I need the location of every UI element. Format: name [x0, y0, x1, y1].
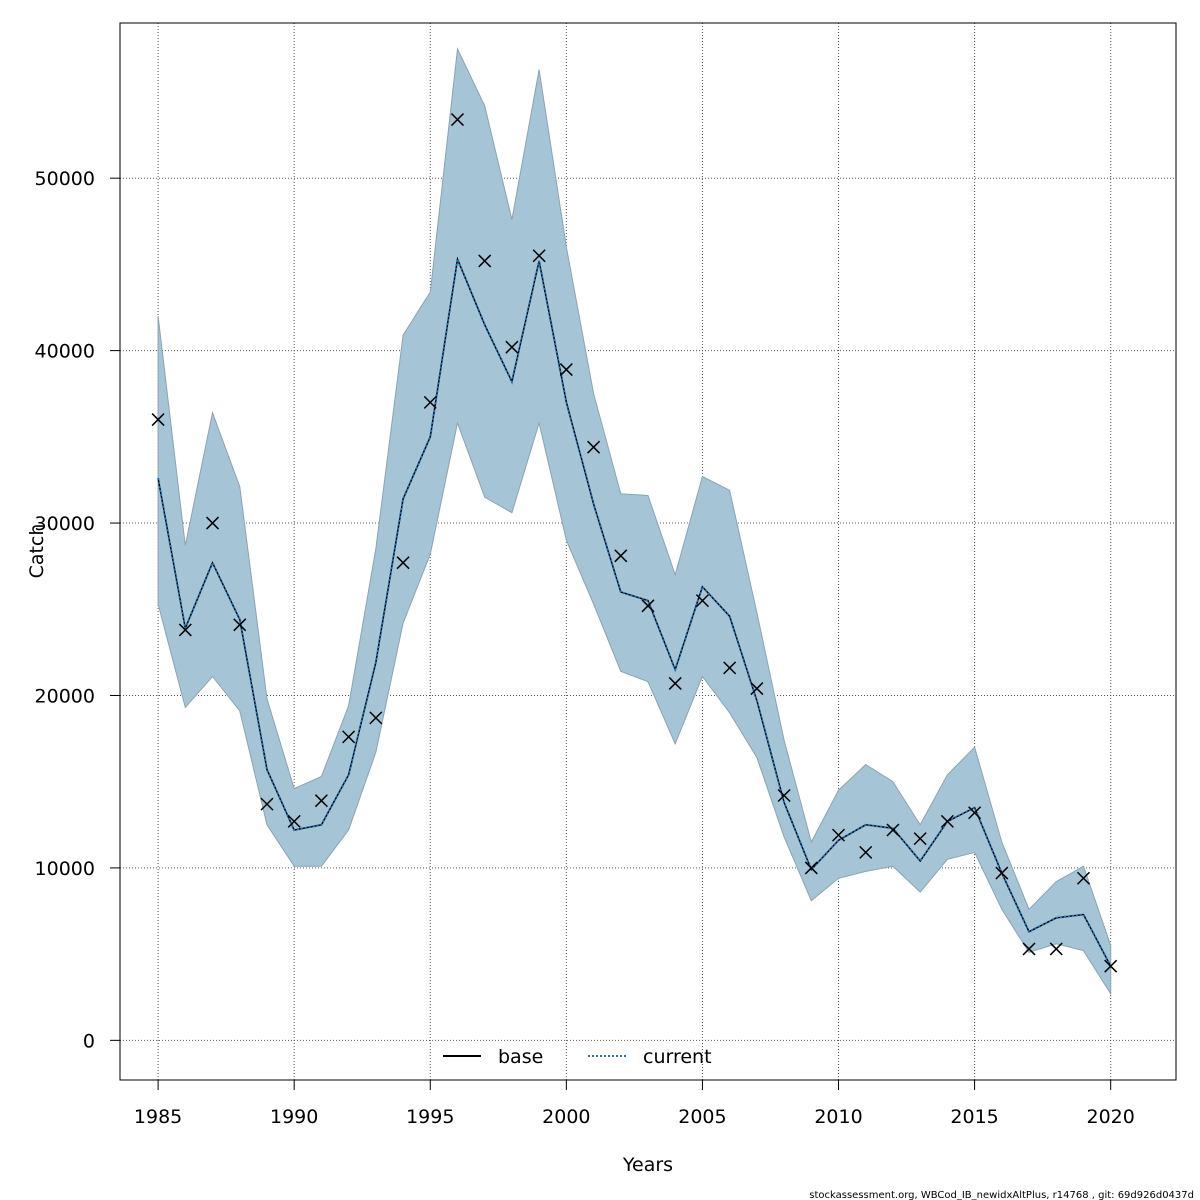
observed-point [1076, 871, 1090, 885]
observed-point [804, 861, 818, 875]
y-axis: 0 10000 20000 30000 40000 50000 [35, 168, 120, 1052]
observed-point [777, 788, 791, 803]
observed-point [178, 623, 192, 637]
observed-point [723, 661, 737, 675]
observed-point [1104, 959, 1118, 973]
x-tick-label: 2015 [950, 1106, 998, 1128]
band-area [157, 47, 1112, 996]
observed-point [559, 363, 573, 377]
x-tick-label: 2005 [678, 1106, 726, 1128]
observed-point [450, 113, 465, 127]
observed-point [587, 440, 601, 454]
observed-point [206, 516, 220, 530]
footer-caption: stockassessment.org, WBCod_IB_newidxAltP… [809, 1190, 1194, 1200]
observed-point [423, 395, 437, 409]
observed-point [1022, 942, 1036, 956]
observed-point [505, 340, 519, 354]
plot-frame [119, 22, 1177, 1081]
y-tick-label: 40000 [35, 341, 95, 363]
observed-point [314, 794, 328, 808]
observed-point [968, 806, 982, 820]
observed-point [260, 797, 274, 811]
observed-point [750, 682, 764, 696]
x-tick-label: 2020 [1087, 1106, 1135, 1128]
observed-point [287, 814, 301, 828]
observed-point [614, 549, 628, 563]
observed-point [641, 599, 655, 613]
observed-point [233, 618, 247, 632]
y-tick-label: 30000 [35, 513, 95, 535]
x-tick-label: 1985 [134, 1106, 182, 1128]
observed-point [940, 814, 954, 828]
observed-point [695, 594, 709, 608]
observed-point [859, 845, 873, 859]
x-tick-label: 2010 [814, 1106, 862, 1128]
legend-label: current [643, 1046, 712, 1068]
y-tick-label: 20000 [35, 685, 95, 707]
observed-point [913, 832, 927, 846]
observed-point [151, 413, 165, 427]
observed-point [886, 823, 900, 837]
observed-points [151, 113, 1118, 973]
x-tick-label: 1990 [270, 1106, 318, 1128]
observed-point [668, 676, 682, 690]
observed-point [532, 249, 546, 263]
x-axis: 1985 1990 1995 2000 2005 2010 2015 2020 [134, 1080, 1135, 1128]
y-tick-label: 10000 [35, 858, 95, 880]
x-tick-label: 2000 [542, 1106, 590, 1128]
x-axis-title: Years [622, 1154, 673, 1176]
series-lines [157, 255, 1112, 967]
confidence-band [157, 47, 1112, 996]
y-axis-title: Catch [26, 524, 48, 579]
observed-point [396, 556, 410, 570]
legend: base current [443, 1046, 712, 1068]
legend-item-current: current [588, 1046, 712, 1068]
observed-point [369, 711, 383, 725]
series-line-current [157, 255, 1112, 967]
observed-point [1049, 942, 1063, 956]
y-tick-label: 0 [83, 1030, 95, 1052]
x-tick-label: 1995 [406, 1106, 454, 1128]
observed-point [995, 866, 1009, 880]
legend-label: base [498, 1046, 543, 1068]
legend-item-base: base [443, 1046, 543, 1068]
observed-point [831, 828, 846, 842]
y-tick-label: 50000 [35, 168, 95, 190]
observed-point [478, 254, 492, 268]
observed-point [342, 730, 356, 744]
